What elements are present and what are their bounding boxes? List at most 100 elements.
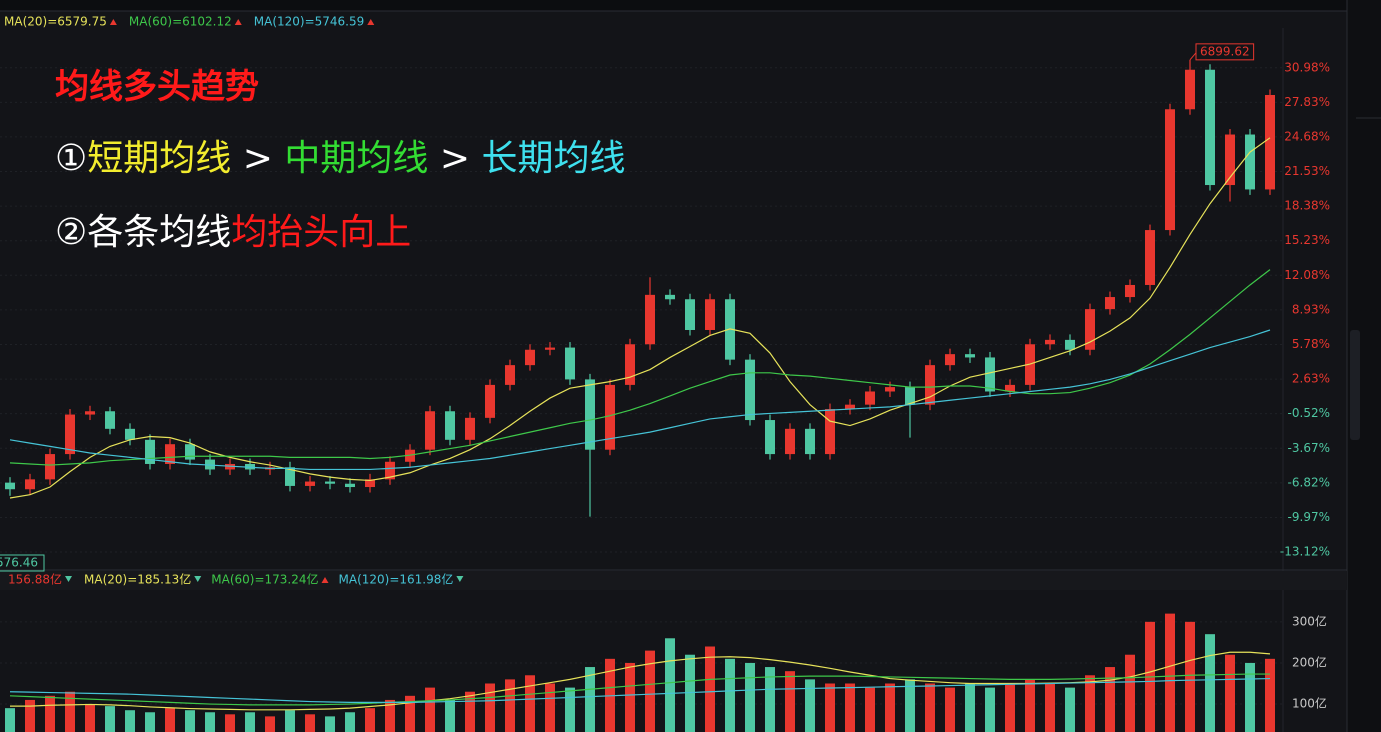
volume-bar [425,687,435,732]
down-arrow [65,576,72,582]
candle-body [645,294,655,345]
volume-bar [965,683,975,732]
candle-body [285,467,295,486]
volume-bar [725,658,735,732]
volume-bar [585,667,595,732]
y-tick-label: 300亿 [1292,613,1327,628]
candle-body [485,384,495,418]
volume-bar [865,687,875,732]
candle-body [1245,134,1255,190]
y-tick-label: -3.67% [1288,441,1330,455]
candle-body [705,299,715,330]
volume-bar [185,710,195,732]
candle-body [565,347,575,380]
annotation: ②各条均线均抬头向上 [55,212,411,253]
volume-bar [945,687,955,732]
volume-bar [1205,634,1215,732]
volume-bar [1005,683,1015,732]
max-label: 6899.62 [1200,44,1250,58]
candle-body [1005,384,1015,392]
candle-body [25,479,35,490]
y-tick-label: -13.12% [1280,545,1330,559]
volume-bar [765,667,775,732]
candle-body [885,387,895,392]
up-arrow [234,19,242,25]
candle-body [105,411,115,429]
volume-bar [805,679,815,732]
volume-header [0,571,1347,590]
candle-body [1125,284,1135,298]
volume-bar [1065,687,1075,732]
y-tick-label: 15.23% [1284,233,1330,247]
annotation-segment: > [428,138,481,179]
legend-entry: MA(20)=6579.75 [4,15,107,29]
candle-body [45,454,55,480]
y-tick-label: 12.08% [1284,268,1330,282]
ma-line [9,677,1271,704]
volume-bar [785,671,795,732]
candle-body [365,479,375,488]
candle-body [1045,339,1055,345]
annotation-segment: ②各条均线 [55,212,231,253]
candle-body [965,354,975,358]
candle-body [85,411,95,415]
annotation-segment: 短期均线 [87,138,231,179]
candle-body [805,428,815,455]
volume-bar [465,691,475,732]
volume-bar [5,708,15,732]
volume-bar [45,695,55,732]
volume-bar [145,712,155,732]
y-tick-label: -6.82% [1288,475,1330,489]
volume-bar [85,704,95,732]
ma-line [9,329,1271,471]
volume-bar [365,708,375,732]
annotation: ①短期均线 > 中期均线 > 长期均线 [55,138,625,179]
candle-body [845,404,855,410]
y-tick-label: 8.93% [1292,302,1330,316]
ma-line [9,137,1271,499]
candle-body [445,411,455,440]
volume-bar [825,683,835,732]
volume-bar [705,646,715,732]
volume-bar [1245,662,1255,732]
candle-body [325,481,335,484]
volume-bar [985,687,995,732]
collapse-handle[interactable] [1350,330,1360,440]
volume-bar [885,683,895,732]
candle-body [625,344,635,385]
legend-entry: MA(60)=6102.12 [129,15,232,29]
volume-bar [1225,654,1235,732]
volume-bar [665,638,675,732]
volume-bar [1165,613,1175,732]
volume-bar [125,710,135,732]
volume-bar [245,712,255,732]
volume-bar [1265,658,1275,732]
candle-body [745,359,755,421]
volume-bar [345,712,355,732]
volume-bar [1045,683,1055,732]
y-tick-label: 30.98% [1284,60,1330,74]
candle-body [465,417,475,440]
candle-body [125,428,135,440]
candle-body [785,428,795,455]
candle-body [1085,309,1095,350]
candle-body [1205,69,1215,186]
candle-body [1265,94,1275,190]
volume-bar [25,699,35,732]
y-tick-label: 18.38% [1284,199,1330,213]
y-tick-label: 5.78% [1292,337,1330,351]
candle-body [345,483,355,488]
candle-body [545,347,555,350]
max-leader [1189,52,1197,61]
candle-body [305,481,315,486]
max-label-box [1195,43,1255,61]
candle-body [165,444,175,464]
legend-entry: MA(120)=161.98亿 [339,572,454,587]
volume-bar [205,712,215,732]
volume-bar [485,683,495,732]
candle-body [1105,297,1115,310]
candle-body [905,387,915,405]
y-tick-label: 2.63% [1292,372,1330,386]
y-tick-label: 21.53% [1284,164,1330,178]
